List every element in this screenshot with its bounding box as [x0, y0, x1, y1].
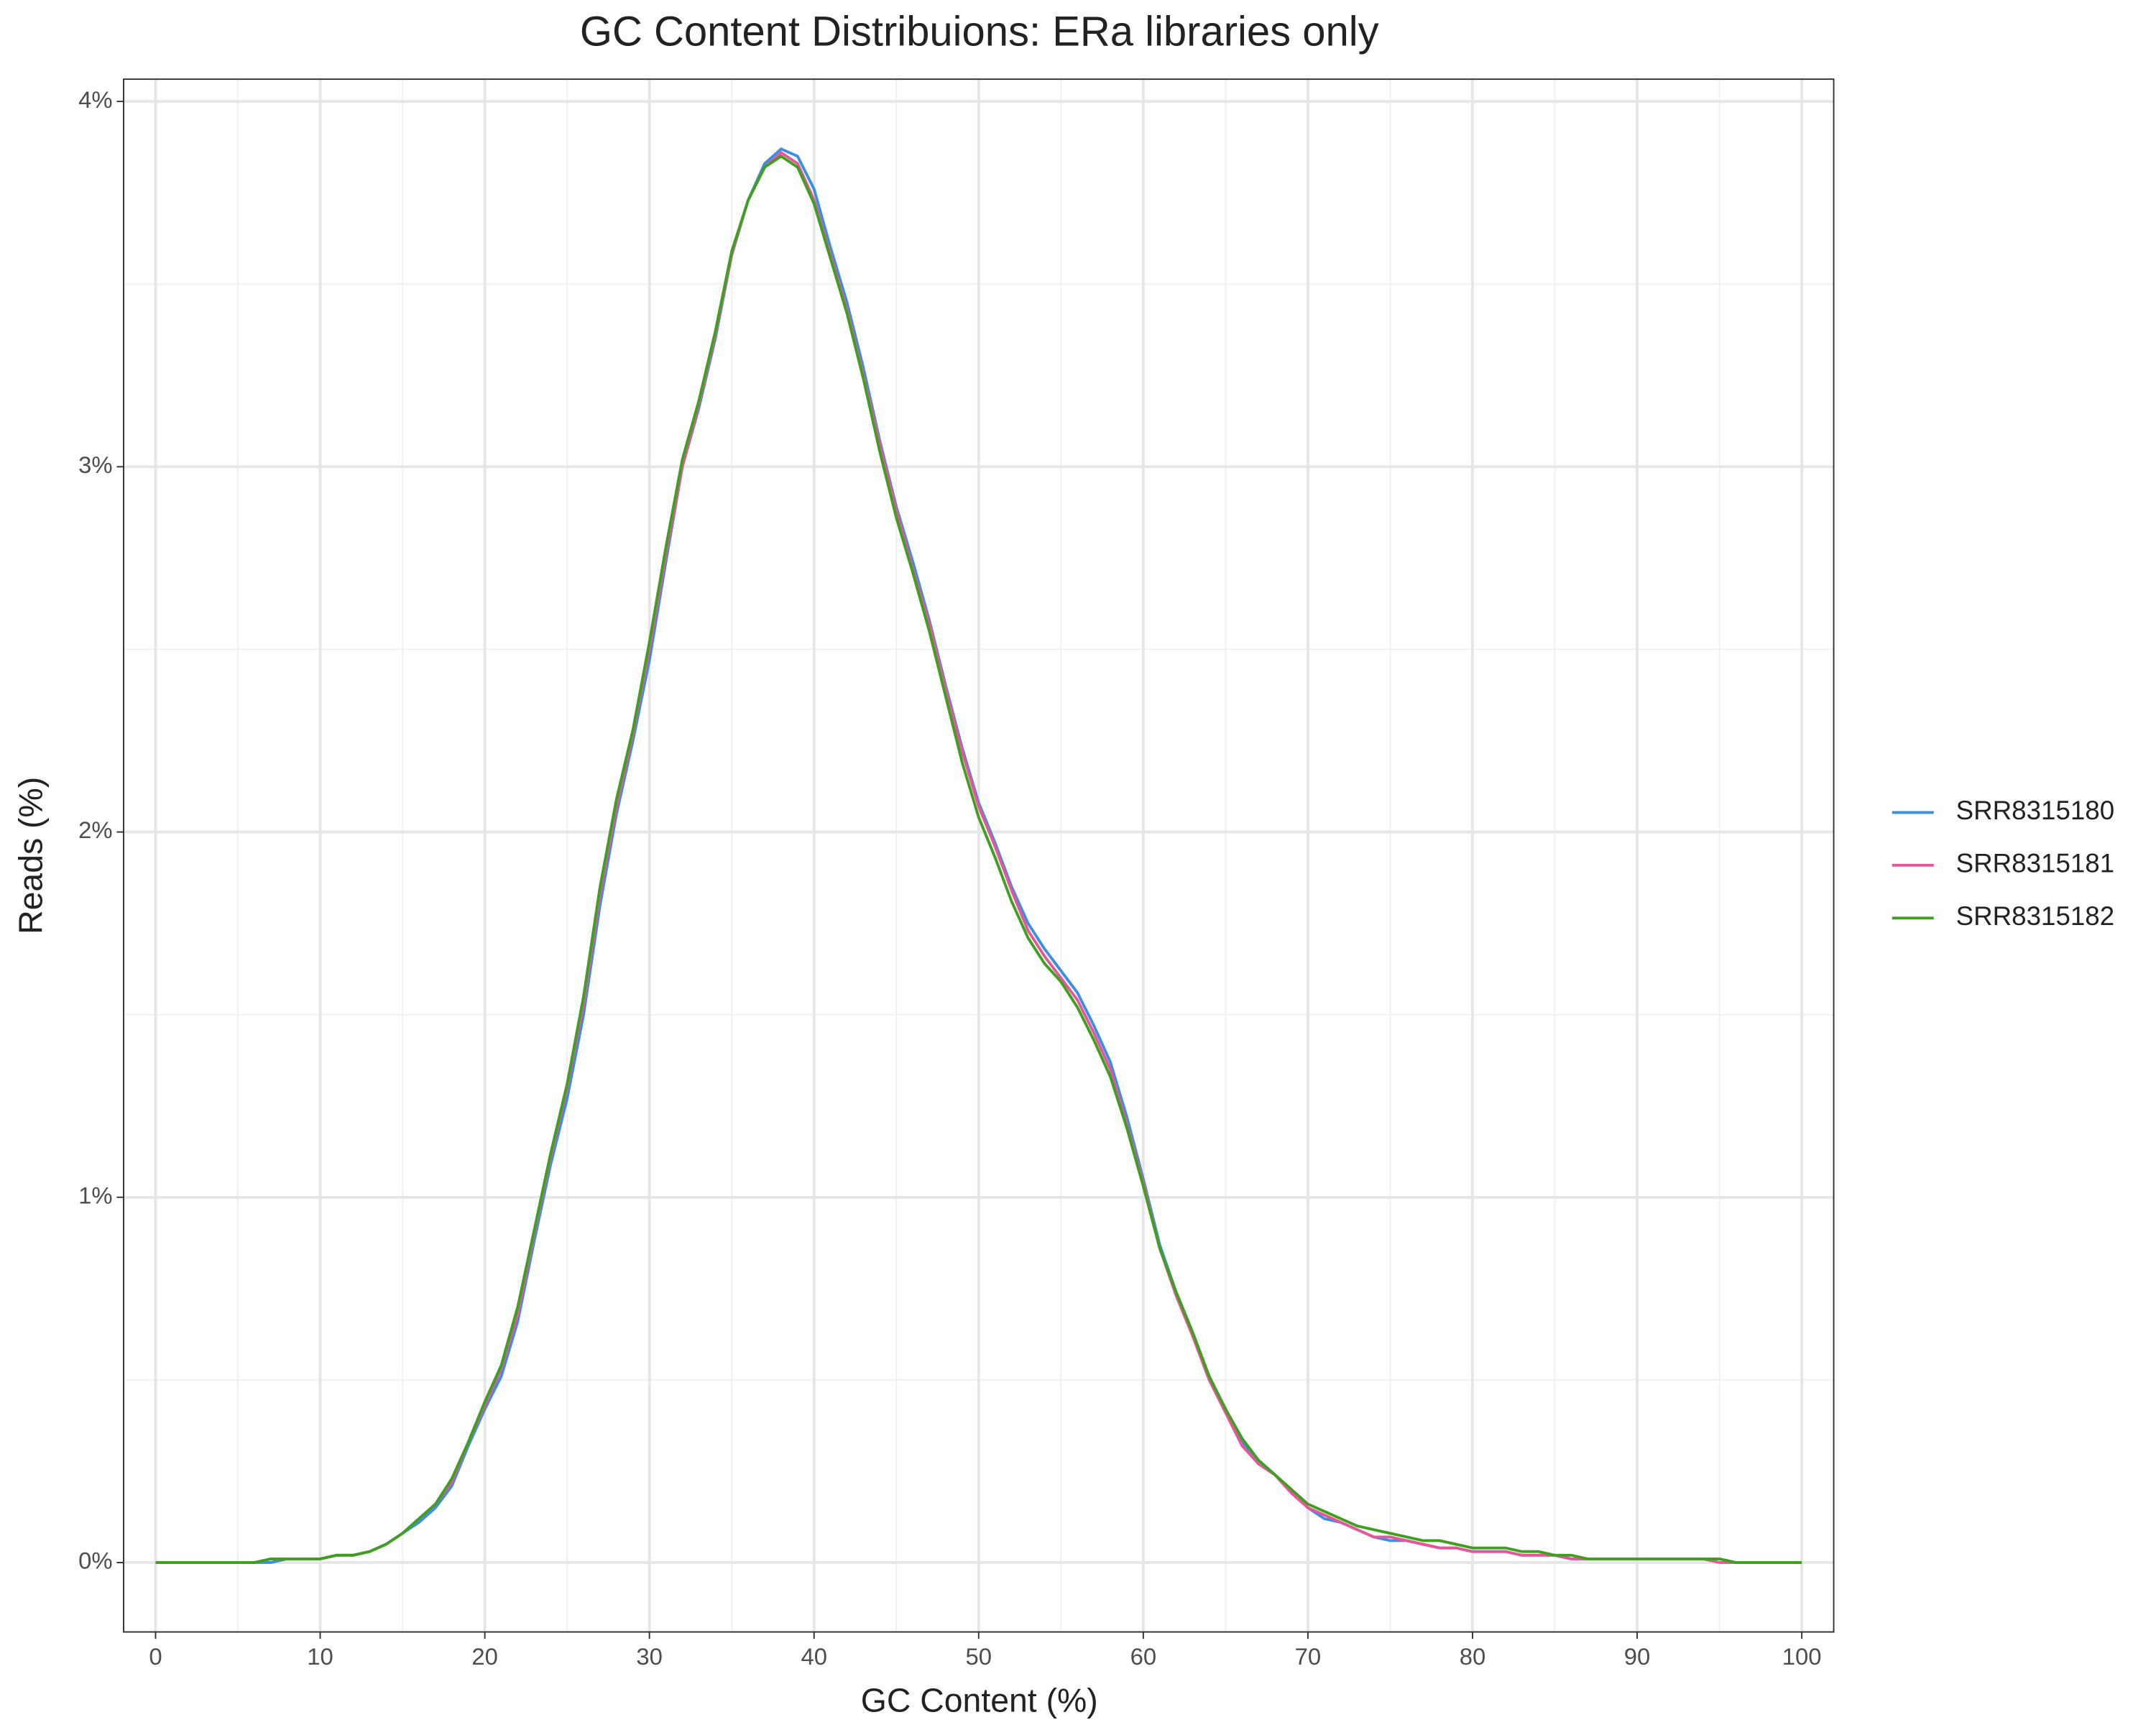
x-axis-title: GC Content (%): [861, 1681, 1098, 1719]
y-tick-label: 0%: [78, 1547, 112, 1574]
x-tick-label: 0: [149, 1643, 162, 1670]
legend-label: SRR8315182: [1956, 901, 2115, 931]
x-tick-label: 100: [1782, 1643, 1822, 1670]
y-tick-label: 2%: [78, 816, 112, 843]
plot-lines: [155, 147, 1802, 1564]
grid: [124, 79, 1834, 1632]
x-tick-label: 40: [801, 1643, 827, 1670]
x-tick-label: 80: [1460, 1643, 1486, 1670]
y-tick-label: 4%: [78, 86, 112, 113]
legend-label: SRR8315181: [1956, 849, 2115, 878]
legend: SRR8315180 SRR8315181 SRR8315182: [1892, 796, 2114, 931]
legend-label: SRR8315180: [1956, 796, 2115, 825]
x-tick-label: 20: [471, 1643, 498, 1670]
x-tick-label: 70: [1295, 1643, 1322, 1670]
chart-title: GC Content Distribuions: ERa libraries o…: [580, 9, 1379, 55]
x-tick-label: 60: [1130, 1643, 1157, 1670]
y-tick-label: 1%: [78, 1182, 112, 1208]
series-line: [155, 155, 1802, 1564]
y-axis-title: Reads (%): [12, 777, 50, 934]
y-tick-label: 3%: [78, 451, 112, 478]
x-tick-label: 30: [636, 1643, 663, 1670]
x-tick-label: 90: [1624, 1643, 1651, 1670]
axes: 0 10 20 30 40 50 60 70 80 90 100 0% 1% 2% 3% 4%: [78, 86, 1821, 1670]
x-tick-label: 50: [966, 1643, 992, 1670]
x-tick-label: 10: [307, 1643, 333, 1670]
